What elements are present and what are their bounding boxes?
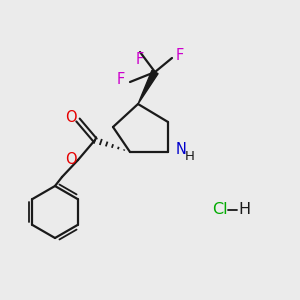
Text: F: F: [136, 52, 144, 67]
Text: H: H: [185, 149, 195, 163]
Text: O: O: [65, 152, 77, 167]
Text: N: N: [176, 142, 187, 157]
Text: F: F: [176, 49, 184, 64]
Text: O: O: [65, 110, 77, 125]
Polygon shape: [138, 70, 158, 104]
Text: Cl: Cl: [212, 202, 228, 217]
Text: H: H: [238, 202, 250, 217]
Text: F: F: [117, 73, 125, 88]
